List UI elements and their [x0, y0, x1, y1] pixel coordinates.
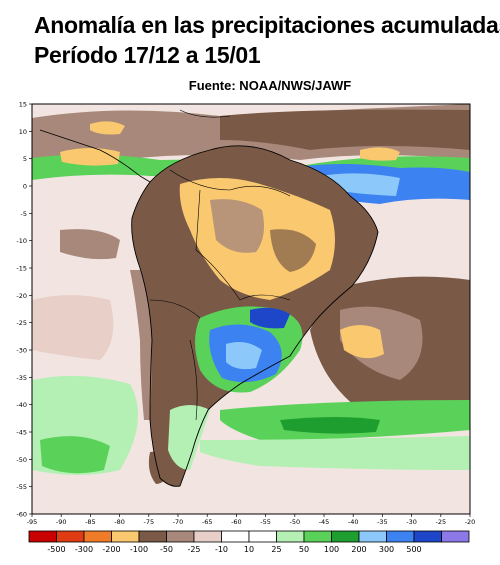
lat-tick-label: -25 [16, 319, 27, 327]
legend-colorbar: -500 -300 -200 -100 -50 -25 -10 10 25 50 100 200 300… [28, 530, 470, 554]
lon-tick-label: -85 [85, 518, 96, 526]
legend-label: -10 [215, 545, 228, 554]
legend-swatch [441, 530, 470, 543]
lon-tick-label: -45 [319, 518, 330, 526]
lat-tick-label: -60 [16, 511, 27, 519]
legend-swatch [358, 530, 387, 543]
lat-tick-label: -40 [16, 401, 27, 409]
lon-tick-label: -80 [114, 518, 125, 526]
legend-swatch [193, 530, 222, 543]
longitude-axis: -95 -90 -85 -80 -75 -70 -65 -60 -55 -50 -45 -40 -35 -… [27, 514, 476, 526]
lat-tick-label: -15 [16, 265, 27, 273]
lon-tick-label: -35 [377, 518, 388, 526]
legend-label: 200 [351, 545, 366, 554]
legend-swatch [331, 530, 360, 543]
title-line-2: Período 17/12 a 15/01 [34, 42, 261, 68]
precipitation-anomaly-map: -95 -90 -85 -80 -75 -70 -65 -60 -55 -50 -45 -40 -35-… [16, 101, 476, 527]
legend-label: -200 [102, 545, 120, 554]
lat-tick-label: 0 [23, 183, 27, 191]
legend-label: -300 [75, 545, 93, 554]
latitude-axis: 15 10 5 0 -5 -10 -15 -20 -25 -30 -35 -40 -45 -50 -55 -6… [16, 101, 32, 519]
legend-label: 300 [379, 545, 394, 554]
lat-tick-label: 5 [23, 155, 27, 163]
legend-swatch [56, 530, 85, 543]
legend-swatch [138, 530, 167, 543]
lon-tick-label: -20 [465, 518, 476, 526]
lat-tick-label: 15 [19, 101, 27, 109]
legend-label: -25 [187, 545, 200, 554]
lat-tick-label: 10 [19, 128, 27, 136]
lat-tick-label: -45 [16, 429, 27, 437]
lon-tick-label: -55 [260, 518, 271, 526]
lon-tick-label: -65 [202, 518, 213, 526]
lat-tick-label: -30 [16, 347, 27, 355]
lat-tick-label: -10 [16, 237, 27, 245]
legend-swatch [413, 530, 442, 543]
map-title: Anomalía en las precipitaciones acumulad… [34, 10, 500, 70]
lon-tick-label: -25 [435, 518, 446, 526]
legend-label: -500 [47, 545, 65, 554]
lat-tick-label: -35 [16, 374, 27, 382]
lon-tick-label: -60 [231, 518, 242, 526]
legend-label: 50 [299, 545, 309, 554]
lat-tick-label: -55 [16, 483, 27, 491]
lon-tick-label: -30 [406, 518, 417, 526]
map-plot-area [32, 104, 470, 514]
legend-swatch [386, 530, 415, 543]
lon-tick-label: -40 [348, 518, 359, 526]
legend-swatch [28, 530, 57, 543]
lon-tick-label: -75 [143, 518, 154, 526]
legend-swatch [166, 530, 195, 543]
legend-label: -100 [130, 545, 148, 554]
legend-label: 500 [406, 545, 421, 554]
lon-tick-label: -50 [289, 518, 300, 526]
legend-label: 100 [324, 545, 339, 554]
legend-swatch [248, 530, 277, 543]
legend-label: 10 [244, 545, 254, 554]
lon-tick-label: -90 [56, 518, 67, 526]
legend-swatch [303, 530, 332, 543]
legend-swatch [83, 530, 112, 543]
lon-tick-label: -70 [173, 518, 184, 526]
source-label: Fuente: NOAA/NWS/JAWF [188, 78, 352, 93]
lat-tick-label: -50 [16, 456, 27, 464]
lat-tick-label: -5 [21, 210, 27, 218]
legend-label: -50 [160, 545, 173, 554]
legend-label: 25 [271, 545, 281, 554]
legend-swatch [111, 530, 140, 543]
lon-tick-label: -95 [27, 518, 38, 526]
legend-swatch [276, 530, 305, 543]
lat-tick-label: -20 [16, 292, 27, 300]
title-line-1: Anomalía en las precipitaciones acumulad… [34, 12, 500, 38]
legend-swatch [221, 530, 250, 543]
